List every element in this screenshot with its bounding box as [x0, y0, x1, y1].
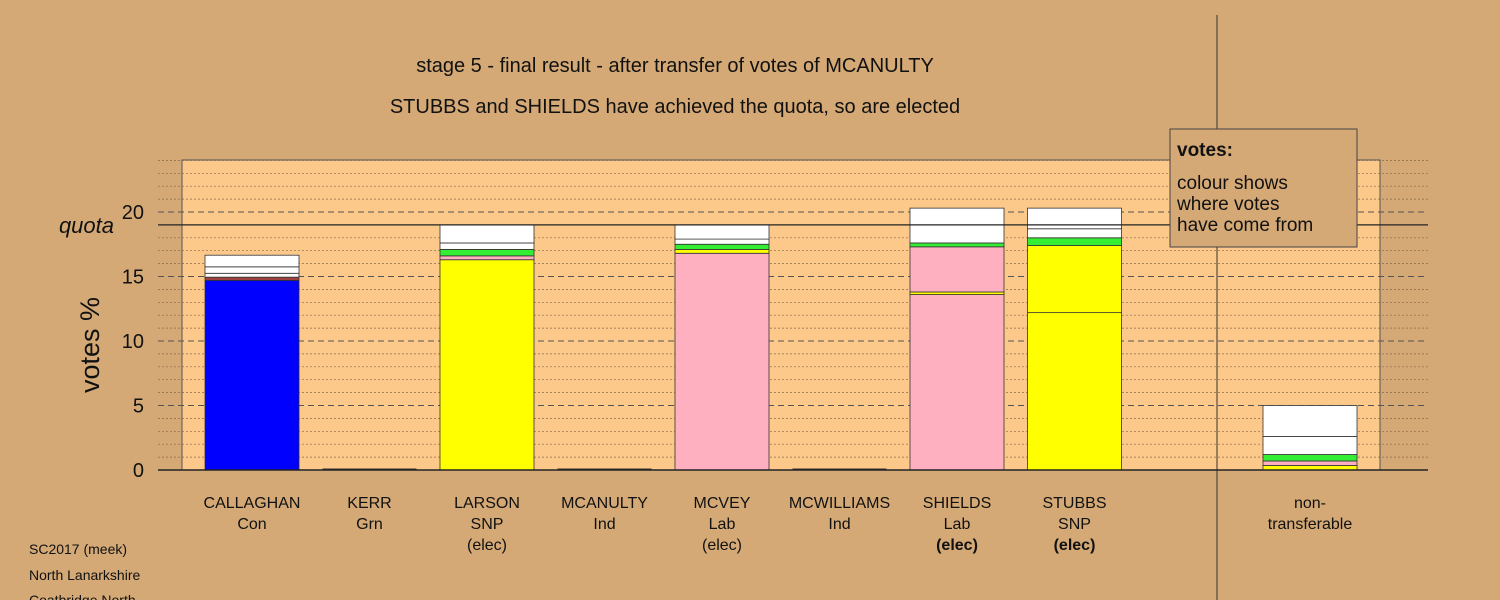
bar-segment-grn	[674, 243, 770, 250]
bar-segment-grn	[1027, 237, 1122, 246]
y-tick-labels: 0 5 10 15 20	[122, 202, 144, 482]
legend-line-1: colour shows	[1177, 173, 1288, 194]
footer-line-2: North Lanarkshire	[29, 567, 140, 583]
x-tick-labels: CALLAGHAN Con KERR Grn LARSON SNP (elec) MCANUL…	[204, 495, 1353, 554]
y-tick-label: 5	[133, 396, 144, 418]
bar-segment-lab	[674, 252, 770, 471]
bar-segment-lab	[909, 246, 1005, 293]
footer-line-1: SC2017 (meek)	[29, 541, 127, 557]
candidate-party-label: Lab	[944, 516, 971, 533]
bar-mcvey	[674, 224, 770, 471]
bar-shields	[909, 207, 1005, 471]
candidate-party-label: SNP	[1058, 516, 1091, 533]
candidate-party-label: Grn	[356, 516, 383, 533]
candidate-name-label: MCVEY	[694, 495, 751, 512]
candidate-status-label: (elec)	[702, 537, 742, 554]
bar-segment-ind	[439, 242, 535, 250]
bar-segment-ind	[674, 224, 770, 240]
nontransferable-label-1: non-	[1294, 495, 1326, 512]
legend-frame	[1169, 128, 1358, 248]
bar-segment-ind	[1027, 207, 1122, 230]
candidate-party-label: Ind	[593, 516, 615, 533]
bar-nontransferable	[1262, 405, 1358, 471]
candidate-name-label: CALLAGHAN	[204, 495, 301, 512]
bar-segment-ind	[204, 266, 300, 274]
bar-segment-con	[204, 279, 300, 471]
candidate-name-label: SHIELDS	[923, 495, 991, 512]
legend-title: votes:	[1177, 140, 1233, 161]
bar-segment-other	[204, 276, 300, 281]
bar-segment-lab	[1262, 460, 1358, 466]
bar-segment-snp	[439, 259, 535, 471]
candidate-name-label: LARSON	[454, 495, 520, 512]
candidate-party-label: SNP	[471, 516, 504, 533]
bar-segment-ind	[1027, 228, 1122, 239]
bar-segment-ind	[674, 238, 770, 245]
y-axis-label: votes %	[75, 297, 105, 393]
bar-larson	[439, 224, 535, 471]
bar-segment-ind	[909, 207, 1005, 226]
y-tick-label: 20	[122, 202, 144, 224]
bar-segment-ind	[439, 224, 535, 244]
y-tick-label: 0	[133, 460, 144, 482]
bar-segment-grn	[1262, 454, 1358, 462]
bar-segment-ind	[1262, 436, 1358, 455]
bar-segment-grn	[439, 249, 535, 257]
legend-line-2: where votes	[1176, 194, 1279, 215]
bar-segment-snp	[1027, 245, 1122, 314]
legend-line-3: have come from	[1177, 215, 1313, 236]
candidate-name-label: STUBBS	[1042, 495, 1106, 512]
nontransferable-label-2: transferable	[1268, 516, 1353, 533]
bar-segment-ind	[909, 224, 1005, 244]
candidate-status-label: (elec)	[1054, 537, 1096, 554]
quota-label: quota	[59, 213, 114, 238]
footer-line-3: Coatbridge North	[29, 592, 136, 600]
candidate-name-label: MCANULTY	[561, 495, 648, 512]
bar-segment-lab	[439, 255, 535, 261]
candidate-status-label: (elec)	[936, 537, 978, 554]
grid-lines	[158, 160, 1428, 458]
y-tick-label: 10	[122, 331, 144, 353]
candidate-status-label: (elec)	[467, 537, 507, 554]
candidate-party-label: Con	[237, 516, 266, 533]
bar-segment-snp	[1027, 312, 1122, 471]
bar-segment-ind	[1262, 405, 1358, 437]
chart-subtitle: STUBBS and SHIELDS have achieved the quo…	[390, 96, 960, 118]
candidate-name-label: MCWILLIAMS	[789, 495, 890, 512]
legend-box: votes: colour shows where votes have com…	[1169, 128, 1358, 248]
bar-segment-ind	[204, 254, 300, 268]
candidate-party-label: Ind	[828, 516, 850, 533]
bar-segment-grn	[909, 242, 1005, 248]
candidate-name-label: KERR	[347, 495, 391, 512]
chart-title: stage 5 - final result - after transfer …	[416, 55, 934, 77]
y-tick-label: 15	[122, 267, 144, 289]
candidate-party-label: Lab	[709, 516, 736, 533]
bar-callaghan	[204, 254, 300, 471]
bar-segment-snp	[674, 249, 770, 254]
bar-segment-ind	[204, 272, 300, 278]
bar-segment-lab	[909, 294, 1005, 471]
bar-stubbs	[1027, 207, 1122, 471]
